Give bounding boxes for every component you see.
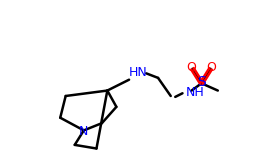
Text: N: N	[79, 125, 89, 138]
Text: NH: NH	[186, 86, 205, 98]
Text: O: O	[187, 60, 196, 74]
Text: O: O	[207, 60, 216, 74]
Text: HN: HN	[128, 66, 147, 79]
Text: S: S	[197, 75, 206, 89]
